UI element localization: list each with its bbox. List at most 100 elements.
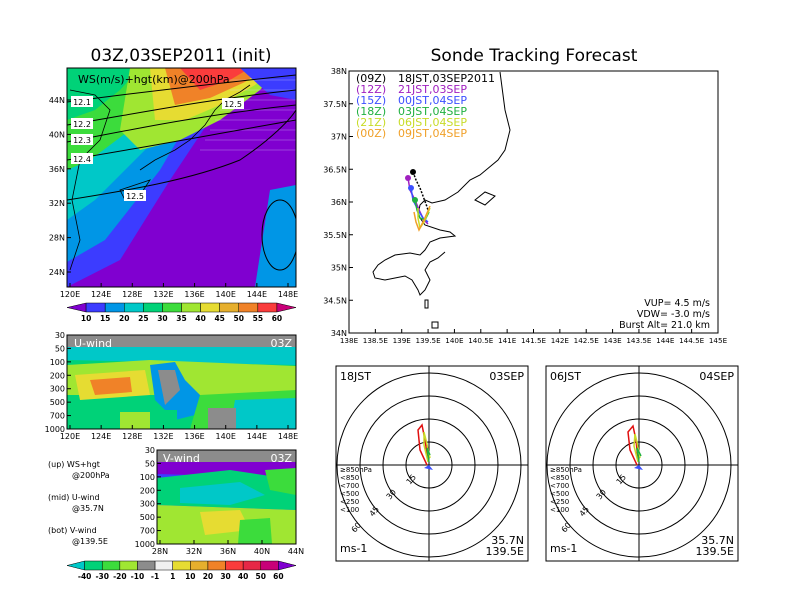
note-up-a: (up) WS+hgt [48,460,100,469]
u-xtick: 136E [184,432,204,441]
v-xtick: 36N [220,547,236,556]
colorbar-label: 30 [220,572,230,581]
map-ytick: 38N [331,67,347,76]
ws-field [67,68,296,287]
u-ytick: 1000 [45,425,65,434]
note-mid-b: @35.7N [72,504,104,513]
v-ytick: 500 [140,513,155,522]
polar-right-lat: 35.7N [701,534,734,547]
map-xtick: 144E [656,336,675,345]
colorbar-swatch [84,560,103,571]
u-xtick: 128E [122,432,142,441]
level-legend: <100 [550,506,569,514]
u-wind-field [67,335,296,429]
left-top-ytick: 32N [49,199,65,208]
colorbar-swatch [172,560,191,571]
polar-left-lat: 35.7N [491,534,524,547]
note-bot-b: @139.5E [72,537,108,546]
legend-zulu: (12Z) [356,83,386,96]
u-ytick: 700 [50,412,65,421]
polar-right-time: 06JST [550,370,581,383]
map-xtick: 144.5E [679,336,705,345]
legend-time: 18JST,03SEP2011 [398,72,495,85]
panel-notes: (up) WS+hgt @200hPa (mid) U-wind @35.7N … [48,460,110,546]
v-wind-field [157,450,296,544]
u-ytick: 100 [50,358,65,367]
v-panel-xticks: 28N 32N 36N 40N 44N [152,540,304,556]
left-top-label: WS(m/s)+hgt(km)@200hPa [78,73,230,86]
level-legend: ≥850hPa [550,466,582,474]
map-xtick: 145E [709,336,728,345]
map-xtick: 143.5E [626,336,652,345]
u-xtick: 140E [216,432,236,441]
colorbar-swatch [119,560,138,571]
v-ytick: 50 [145,459,155,468]
map-legend: (09Z) 18JST,03SEP2011 (12Z) 21JST,03SEP (15Z… [356,72,495,140]
level-legend: <250 [550,498,569,506]
colorbar-swatch [124,302,144,313]
u-xtick: 148E [278,432,298,441]
v-ytick: 100 [140,473,155,482]
map-xtick: 142.5E [574,336,600,345]
map-ytick: 34.5N [323,296,347,305]
colorbar-label: 10 [185,572,195,581]
map-ytick: 37.5N [323,100,347,109]
contour-label: 12.2 [73,120,91,129]
map-params: VUP= 4.5 m/s VDW= -3.0 m/s Burst Alt= 21… [619,298,710,331]
left-top-xtick: 136E [184,290,204,299]
left-top-title: 03Z,03SEP2011 (init) [91,46,272,66]
left-top-xticks: 120E 124E 128E 132E 136E 140E 144E 148E [60,283,298,299]
colorbar-swatch [260,560,279,571]
trajectories [405,169,431,232]
colorbar-swatch [278,560,297,571]
colorbar-swatch [276,302,297,313]
colorbar-label: 40 [238,572,248,581]
map-xtick: 141E [498,336,517,345]
u-xtick: 144E [247,432,267,441]
map-xtick: 143E [603,336,622,345]
map-xtick: 139E [393,336,412,345]
colorbar-swatch [257,302,278,313]
legend-zulu: (18Z) [356,105,386,118]
colorbar-label: 50 [256,572,266,581]
left-top-yticks: 44N 40N 36N 32N 28N 24N [49,96,71,277]
legend-zulu: (09Z) [356,72,386,85]
map-ytick: 36.5N [323,165,347,174]
u-ytick: 500 [50,398,65,407]
level-legend: ≥850hPa [340,466,372,474]
polar-left-date: 03SEP [489,370,524,383]
legend-zulu: (15Z) [356,94,386,107]
left-top-xtick: 148E [278,290,298,299]
colorbar-swatch [219,302,239,313]
colorbar-label: -30 [95,572,109,581]
coastline [372,71,511,329]
level-legend: <500 [340,490,359,498]
colorbar-label: 50 [234,314,244,323]
colorbar-swatch [66,302,87,313]
left-top-xtick: 124E [91,290,111,299]
map-title: Sonde Tracking Forecast [431,46,638,66]
left-top-ytick: 44N [49,96,65,105]
left-top-xtick: 128E [122,290,142,299]
left-top-ytick: 36N [49,165,65,174]
colorbar-swatch [104,302,125,313]
u-xtick: 124E [91,432,111,441]
v-ytick: 300 [140,500,155,509]
map-xticks: 138E 138.5E 139E 139.5E 140E 140.5E 141E 141.5E… [340,329,728,345]
colorbar-swatch [242,560,262,571]
colorbar-swatch [66,560,85,571]
v-xtick: 28N [152,547,168,556]
polar-right-lon: 139.5E [696,545,734,558]
v-ytick: 200 [140,486,155,495]
u-ytick: 200 [50,371,65,380]
polar-left-unit: ms-1 [340,542,367,555]
colorbar-label: 30 [157,314,167,323]
v-ytick: 700 [140,527,155,536]
legend-zulu: (00Z) [356,127,386,140]
legend-zulu: (21Z) [356,116,386,129]
v-ytick: 30 [145,446,155,455]
left-top-xtick: 144E [247,290,267,299]
v-colorbar: -40 -30 -20 -10 -1 1 10 20 30 40 50 60 [66,560,297,581]
u-xtick: 132E [153,432,173,441]
